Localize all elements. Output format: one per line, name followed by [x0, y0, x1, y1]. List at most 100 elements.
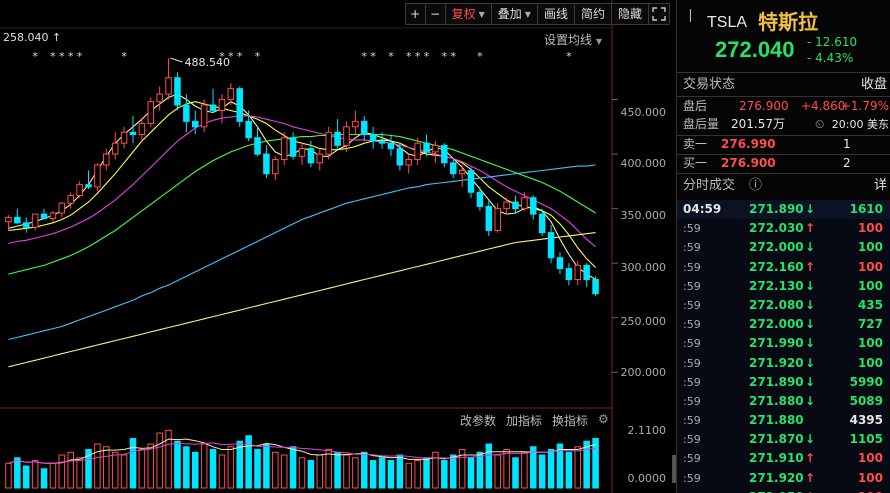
- price-crosshair-label: 258.040 ↑: [3, 31, 62, 44]
- kline-chart-area[interactable]: * * * * * * * * * * * * * * * * * * * * 488.540 258.040 ↑ 设置…: [0, 0, 672, 493]
- candle-down: [556, 257, 564, 270]
- candle-down: [467, 169, 475, 193]
- tick-time: :59: [683, 394, 701, 408]
- volume-bar-down: [40, 468, 48, 489]
- tick-time: :59: [683, 260, 701, 274]
- peak-label: 488.540: [185, 56, 231, 69]
- candle-down: [378, 140, 386, 144]
- info-icon[interactable]: ⓘ: [749, 178, 763, 193]
- tick-time: :59: [683, 222, 701, 236]
- volume-bar-up: [156, 432, 163, 489]
- ma-line-ma60: [8, 164, 596, 341]
- candle-up: [76, 184, 83, 197]
- candle-down: [85, 184, 92, 188]
- volume-bar-down: [183, 446, 190, 489]
- volume-bar-up: [218, 454, 226, 489]
- candle-up: [280, 137, 288, 161]
- volume-bar-down: [565, 451, 573, 489]
- ticks-list[interactable]: 04:59 271.890 ↓ 1610:59 272.030 ↑ 100:59 272.00…: [677, 200, 890, 493]
- candle-up: [503, 201, 510, 210]
- volume-bar-up: [405, 462, 413, 489]
- tick-row: :59 271.990 ↓ 100: [677, 334, 890, 353]
- volume-bar-up: [120, 454, 128, 489]
- volume-bar-down: [263, 443, 270, 489]
- hide-button[interactable]: 隐藏: [612, 4, 649, 24]
- fullscreen-icon[interactable]: [649, 4, 669, 24]
- candle-up: [165, 77, 172, 95]
- divider: [677, 135, 890, 136]
- tick-price: 272.030: [749, 221, 804, 236]
- after-hours-volume-row: 盘后量 201.57万 ⏲ 20:00 美东: [677, 115, 890, 134]
- edit-params-link[interactable]: 改参数: [460, 414, 497, 428]
- bid1-row[interactable]: 买一 276.900 2: [677, 154, 890, 173]
- tick-row: :59 272.000 ↓ 727: [677, 315, 890, 334]
- ask1-label: 卖一: [683, 137, 708, 151]
- event-marker: *: [477, 50, 483, 63]
- tick-price: 271.870: [749, 432, 804, 447]
- volume-bar-up: [138, 449, 146, 489]
- arrow-down-icon: ↓: [805, 202, 816, 216]
- y-axis-label: 250.000: [620, 315, 667, 328]
- candle-down: [538, 213, 546, 234]
- volume-bar-down: [547, 449, 555, 489]
- tick-price: 271.950: [749, 488, 804, 493]
- candle-down: [441, 144, 448, 164]
- volume-bar-down: [191, 451, 199, 489]
- event-marker: *: [255, 50, 261, 63]
- candle-down: [485, 205, 493, 231]
- adjust-button[interactable]: 复权 ▼: [446, 4, 492, 24]
- overlay-button[interactable]: 叠加 ▼: [492, 4, 538, 24]
- panel-resize-handle[interactable]: [672, 455, 676, 483]
- volume-bar-up: [31, 460, 39, 489]
- tick-row: 04:59 271.890 ↓ 1610: [677, 200, 890, 220]
- arrow-up-icon: ↑: [805, 451, 816, 466]
- event-marker: *: [424, 50, 430, 63]
- adjust-label: 复权: [451, 7, 476, 21]
- arrow-up-icon: ↑: [805, 259, 816, 274]
- ma-setting-button[interactable]: 设置均线 ▼: [544, 31, 602, 48]
- back-arrow-icon[interactable]: ❘: [685, 8, 696, 23]
- volume-bar-down: [538, 454, 546, 489]
- tick-row: :59 271.870 ↓ 1105: [677, 430, 890, 449]
- ask1-row[interactable]: 卖一 276.990 1: [677, 135, 890, 154]
- tick-volume: 100: [857, 221, 883, 236]
- event-marker: *: [68, 50, 74, 63]
- y-axis-label: 300.000: [620, 261, 667, 274]
- kline-chart-svg[interactable]: * * * * * * * * * * * * * * * * * * * *488.540: [0, 0, 672, 493]
- candle-up: [49, 212, 57, 219]
- candle-up: [405, 159, 413, 166]
- volume-axis-label: 2.1100: [627, 424, 667, 437]
- after-hours-change: +4.860: [801, 99, 846, 113]
- price-change-pct: - 4.43%: [807, 51, 854, 65]
- last-price: 272.040: [715, 37, 795, 62]
- volume-bar-up: [147, 443, 155, 489]
- candle-down: [289, 137, 297, 157]
- switch-indicator-link[interactable]: 换指标: [552, 414, 589, 428]
- draw-button[interactable]: 画线: [538, 4, 575, 24]
- tick-volume: 100: [857, 355, 883, 370]
- ma-line-ma120: [8, 232, 596, 368]
- candle-down: [547, 232, 555, 259]
- volume-bar-up: [503, 449, 510, 489]
- quote-header: ❘ TSLA 特斯拉 272.040 - 12.610 - 4.43%: [677, 0, 890, 72]
- simple-button[interactable]: 简约: [575, 4, 612, 24]
- tick-row: :59 272.000 ↓ 100: [677, 238, 890, 257]
- tick-price: 272.000: [749, 317, 804, 332]
- add-indicator-link[interactable]: 加指标: [506, 414, 543, 428]
- candle-down: [40, 213, 48, 219]
- tick-time: :59: [683, 241, 701, 255]
- zoom-out-button[interactable]: −: [426, 4, 446, 24]
- volume-bar-up: [67, 451, 74, 489]
- candle-up: [458, 169, 466, 175]
- settings-icon[interactable]: ⚙: [598, 412, 609, 426]
- ticks-detail-button[interactable]: 详: [873, 178, 887, 193]
- zoom-in-button[interactable]: +: [406, 4, 426, 24]
- candle-down: [254, 137, 261, 155]
- tick-row: :59 271.920 ↑ 100: [677, 469, 890, 488]
- volume-bar-up: [316, 454, 324, 489]
- event-marker: *: [450, 50, 456, 63]
- event-marker: *: [370, 50, 376, 63]
- candle-up: [111, 142, 119, 155]
- tick-volume: 100: [857, 278, 883, 293]
- volume-bar-up: [298, 457, 306, 489]
